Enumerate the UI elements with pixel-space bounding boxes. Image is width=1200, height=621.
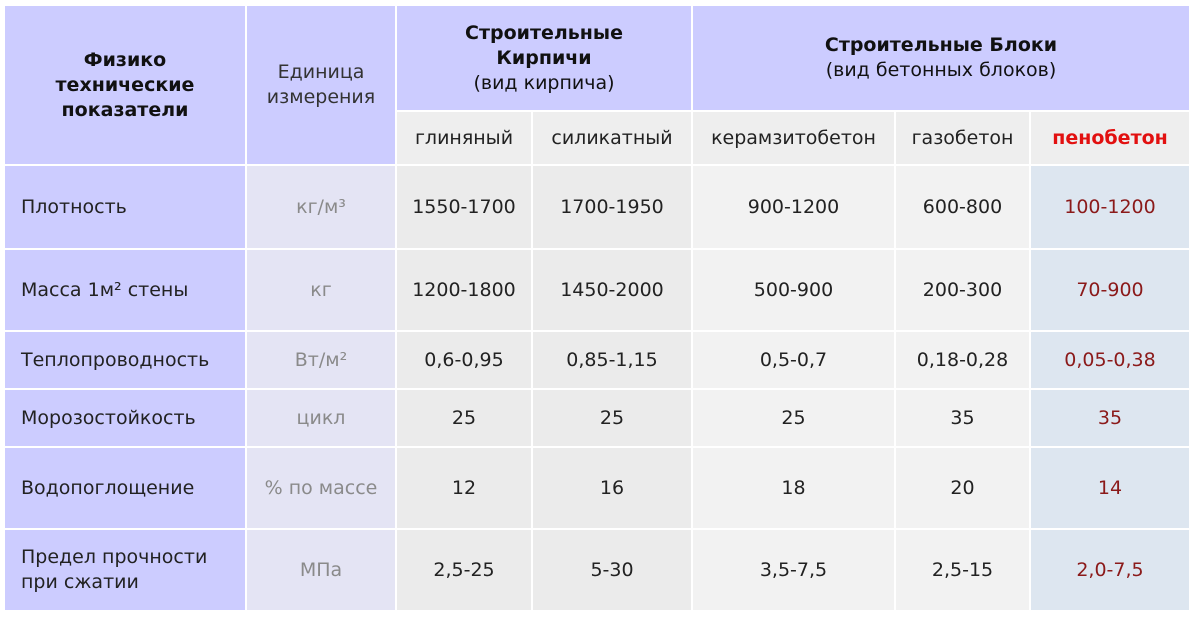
row-unit: кг/м³ bbox=[247, 166, 395, 248]
value-cell: 14 bbox=[1031, 448, 1189, 528]
row-unit: кг bbox=[247, 250, 395, 330]
row-label: Масса 1м² стены bbox=[5, 250, 245, 330]
value-cell: 2,5-15 bbox=[896, 530, 1029, 610]
group-title: Строительные Кирпичи bbox=[465, 21, 623, 69]
row-unit: МПа bbox=[247, 530, 395, 610]
group-header: Строительные Кирпичи (вид кирпича) bbox=[397, 6, 691, 110]
row-unit: % по массе bbox=[247, 448, 395, 528]
value-cell: 1550-1700 bbox=[397, 166, 531, 248]
table-row: Водопоглощение% по массе 12 16 18 20 14 bbox=[5, 448, 1189, 528]
value-cell: 0,6-0,95 bbox=[397, 332, 531, 388]
value-cell: 12 bbox=[397, 448, 531, 528]
table-row: Морозостойкость цикл 25 25 25 35 35 bbox=[5, 390, 1189, 446]
value-cell: 20 bbox=[896, 448, 1029, 528]
value-cell: 0,18-0,28 bbox=[896, 332, 1029, 388]
unit-header: Единица измерения bbox=[247, 6, 395, 164]
value-cell: 900-1200 bbox=[693, 166, 894, 248]
value-cell: 35 bbox=[1031, 390, 1189, 446]
row-label: Предел прочности при сжатии bbox=[5, 530, 245, 610]
column-header: глиняный bbox=[397, 112, 531, 164]
column-header: силикатный bbox=[533, 112, 691, 164]
value-cell: 16 bbox=[533, 448, 691, 528]
value-cell: 70-900 bbox=[1031, 250, 1189, 330]
value-cell: 100-1200 bbox=[1031, 166, 1189, 248]
value-cell: 0,5-0,7 bbox=[693, 332, 894, 388]
table-row: Масса 1м² стены кг 1200-1800 1450-2000 500-9… bbox=[5, 250, 1189, 330]
group-subtitle: (вид кирпича) bbox=[473, 71, 615, 94]
value-cell: 0,05-0,38 bbox=[1031, 332, 1189, 388]
value-cell: 2,5-25 bbox=[397, 530, 531, 610]
value-cell: 1700-1950 bbox=[533, 166, 691, 248]
table-row: Плотность кг/м³ 1550-1700 1700-1950 900-1200… bbox=[5, 166, 1189, 248]
column-header: керамзитобетон bbox=[693, 112, 894, 164]
row-unit: Вт/м² bbox=[247, 332, 395, 388]
value-cell: 25 bbox=[693, 390, 894, 446]
value-cell: 5-30 bbox=[533, 530, 691, 610]
value-cell: 1450-2000 bbox=[533, 250, 691, 330]
property-header: Физико технические показатели bbox=[5, 6, 245, 164]
row-unit: цикл bbox=[247, 390, 395, 446]
group-header: Строительные Блоки (вид бетонных блоков) bbox=[693, 6, 1189, 110]
value-cell: 500-900 bbox=[693, 250, 894, 330]
row-label: Водопоглощение bbox=[5, 448, 245, 528]
value-cell: 600-800 bbox=[896, 166, 1029, 248]
row-label: Теплопроводность bbox=[5, 332, 245, 388]
value-cell: 200-300 bbox=[896, 250, 1029, 330]
value-cell: 25 bbox=[397, 390, 531, 446]
table-row: Предел прочности при сжатии МПа 2,5-25 5-30… bbox=[5, 530, 1189, 610]
value-cell: 18 bbox=[693, 448, 894, 528]
value-cell: 0,85-1,15 bbox=[533, 332, 691, 388]
comparison-table: Физико технические показатели Единица из… bbox=[3, 4, 1191, 612]
group-title: Строительные Блоки bbox=[824, 34, 1058, 56]
group-subtitle: (вид бетонных блоков) bbox=[825, 59, 1057, 81]
value-cell: 3,5-7,5 bbox=[693, 530, 894, 610]
value-cell: 2,0-7,5 bbox=[1031, 530, 1189, 610]
row-label: Плотность bbox=[5, 166, 245, 248]
value-cell: 35 bbox=[896, 390, 1029, 446]
column-header: газобетон bbox=[896, 112, 1029, 164]
column-header: пенобетон bbox=[1031, 112, 1189, 164]
table-row: Теплопроводность Вт/м² 0,6-0,95 0,85-1,15 0,… bbox=[5, 332, 1189, 388]
row-label: Морозостойкость bbox=[5, 390, 245, 446]
value-cell: 25 bbox=[533, 390, 691, 446]
value-cell: 1200-1800 bbox=[397, 250, 531, 330]
